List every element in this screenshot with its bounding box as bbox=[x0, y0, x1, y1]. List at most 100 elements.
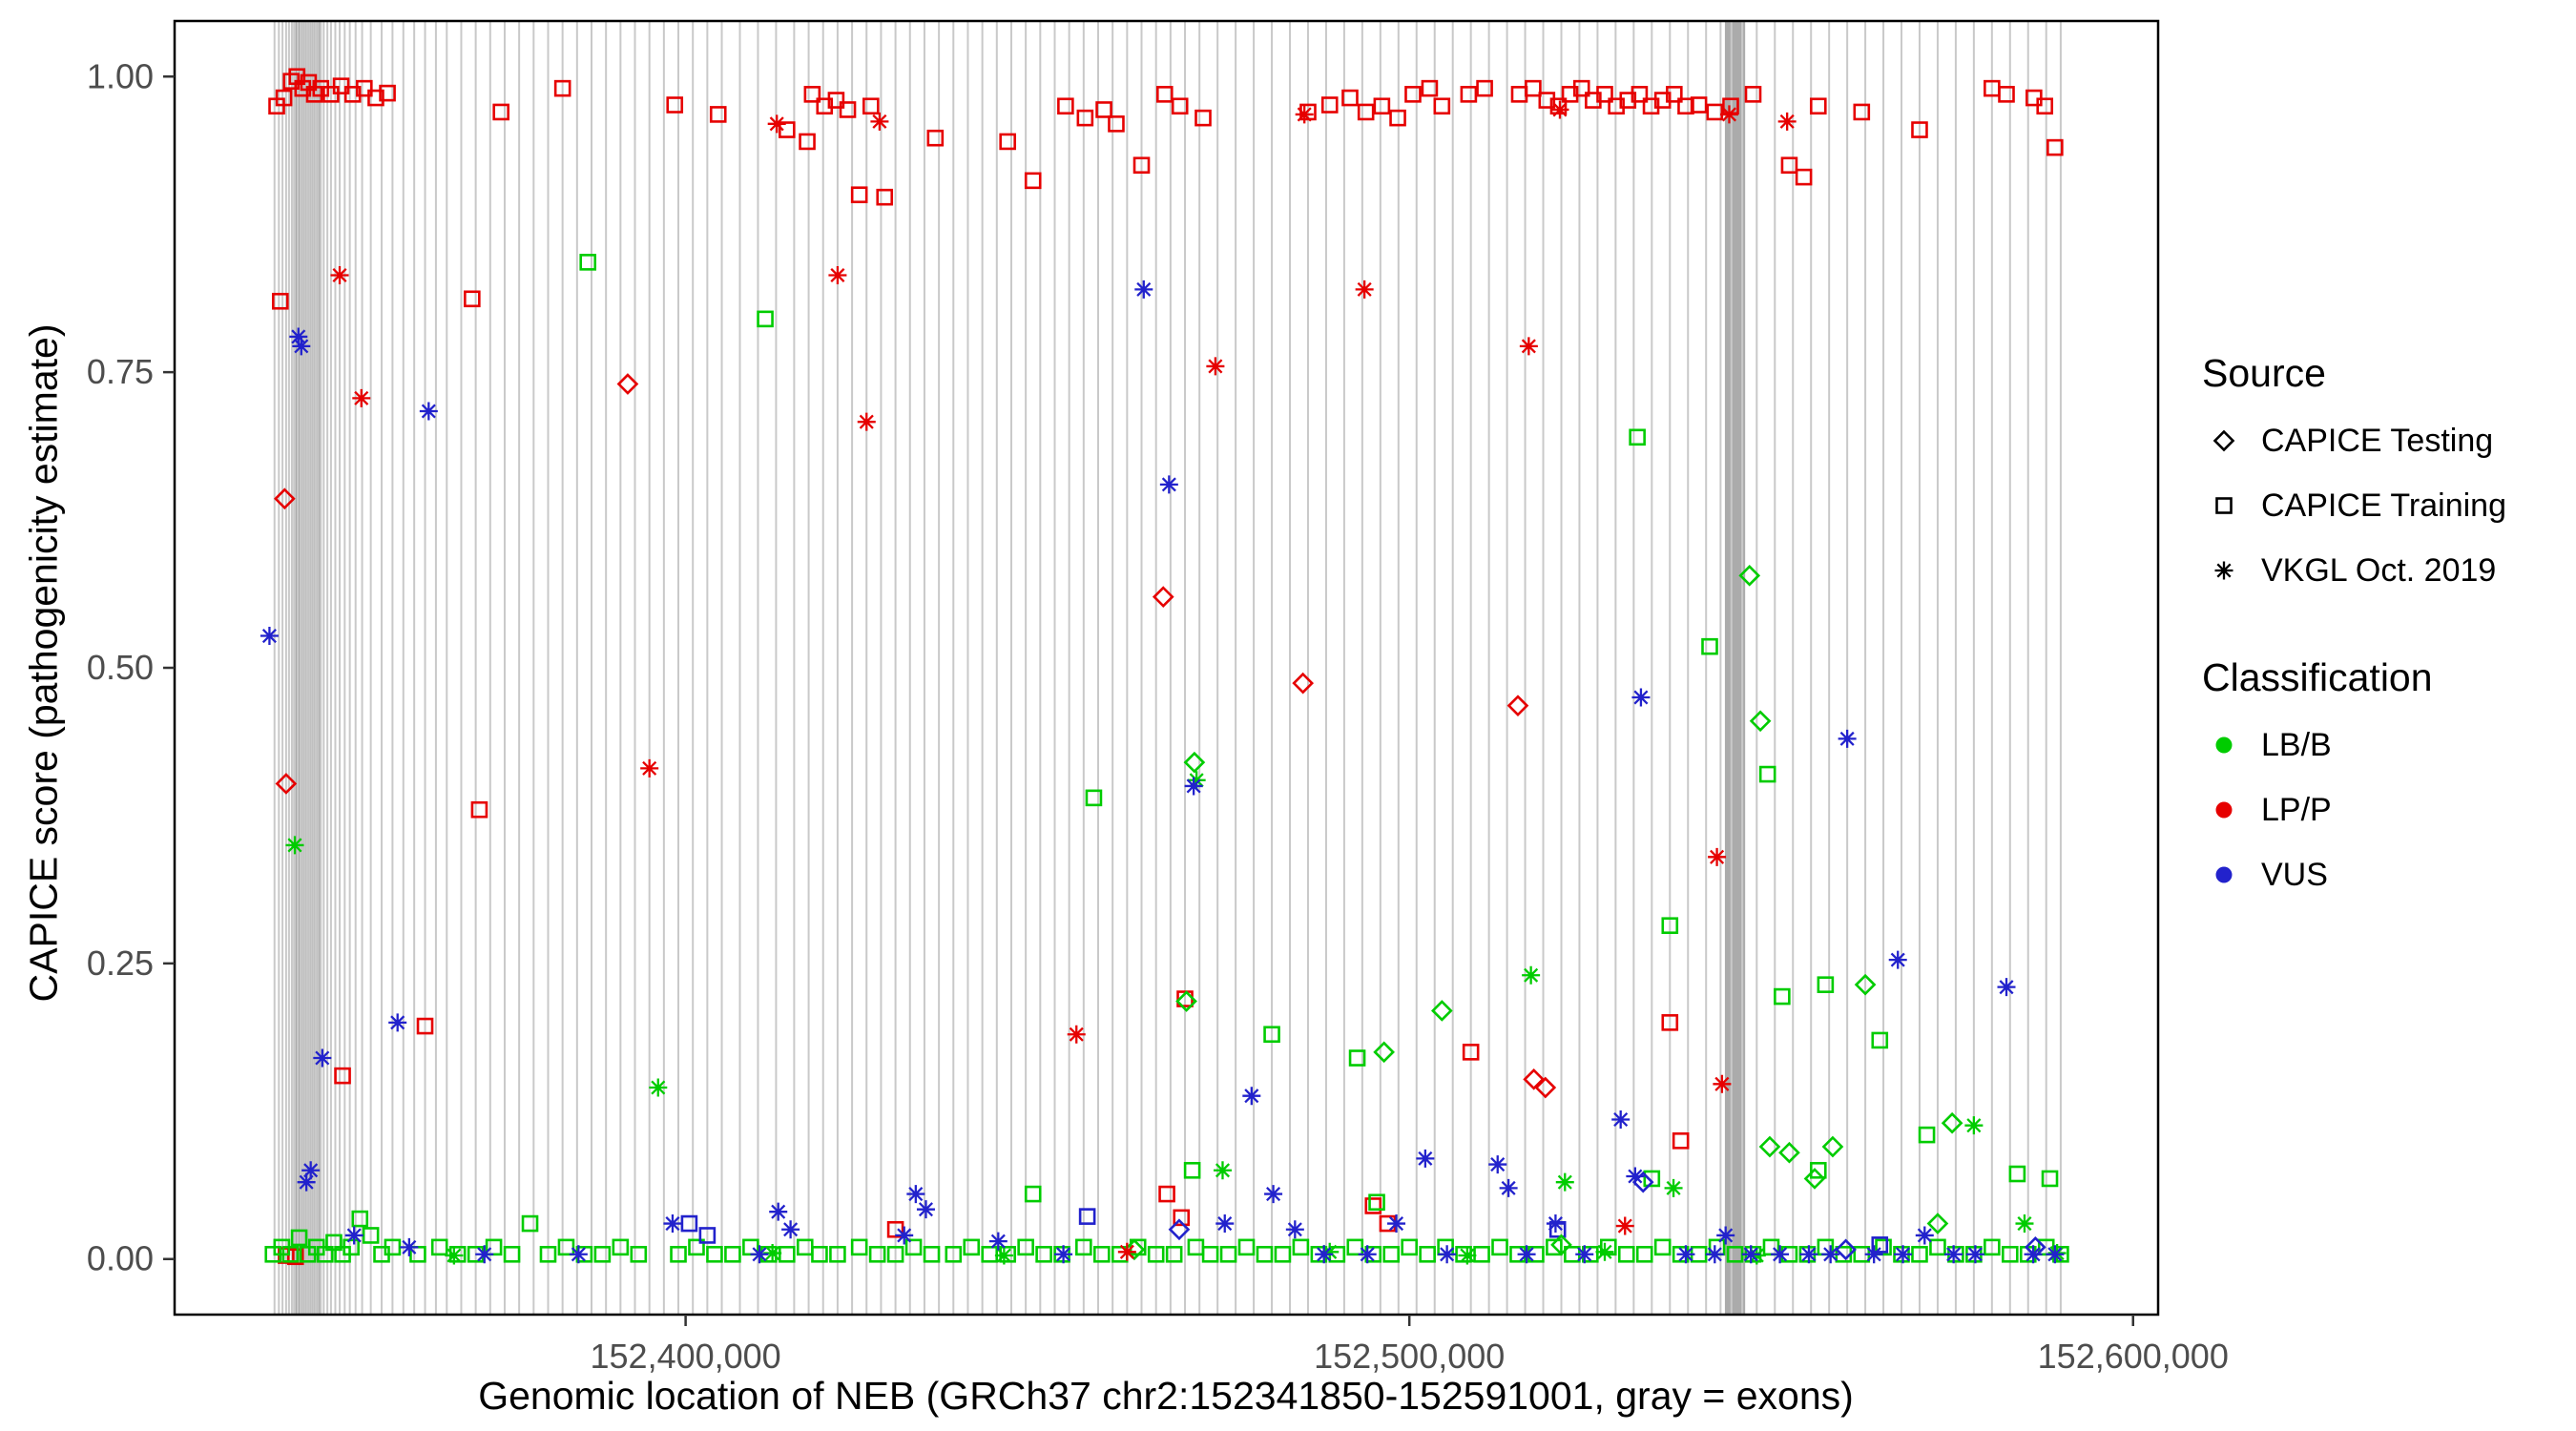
data-point bbox=[1911, 121, 1928, 138]
data-point bbox=[1373, 1041, 1395, 1064]
data-point bbox=[1941, 1111, 1963, 1134]
data-point bbox=[1749, 710, 1772, 733]
data-point bbox=[1433, 97, 1451, 115]
x-tick-label: 152,400,000 bbox=[591, 1337, 781, 1376]
data-point bbox=[670, 1245, 687, 1263]
data-point bbox=[300, 73, 318, 92]
data-point bbox=[1701, 637, 1718, 655]
data-point bbox=[1315, 1245, 1334, 1264]
x-tick-label: 152,600,000 bbox=[2038, 1337, 2229, 1376]
data-point bbox=[1195, 109, 1212, 127]
diamond-icon bbox=[2212, 429, 2235, 452]
data-point bbox=[1183, 1161, 1201, 1179]
data-point bbox=[281, 1245, 300, 1263]
data-point bbox=[1387, 1214, 1406, 1234]
data-point bbox=[709, 106, 727, 123]
data-point bbox=[923, 1245, 941, 1263]
blue-dot-icon bbox=[2215, 866, 2233, 883]
data-point bbox=[1864, 1245, 1883, 1264]
data-point bbox=[2002, 1245, 2019, 1263]
data-point bbox=[1155, 86, 1174, 103]
series-capice-testing-vus bbox=[1168, 1171, 2046, 1261]
data-point bbox=[663, 1214, 682, 1234]
data-point bbox=[1499, 1178, 1518, 1197]
data-point bbox=[1123, 1238, 1146, 1261]
data-point bbox=[1741, 1245, 1760, 1264]
data-point bbox=[2046, 138, 2064, 156]
data-point bbox=[409, 1245, 426, 1263]
data-point bbox=[1608, 97, 1625, 115]
data-point bbox=[640, 758, 659, 778]
data-point bbox=[1147, 1245, 1165, 1263]
series-vkgl-oct-2019-lb-b bbox=[285, 771, 2067, 1265]
data-point bbox=[1611, 1110, 1631, 1129]
data-point bbox=[521, 1214, 539, 1233]
data-point bbox=[612, 1238, 630, 1256]
data-point bbox=[1292, 1238, 1310, 1256]
data-point bbox=[1546, 1214, 1565, 1234]
legend-item-label: VKGL Oct. 2019 bbox=[2261, 551, 2497, 589]
legend-item-label: LP/P bbox=[2261, 791, 2332, 828]
data-point bbox=[294, 79, 312, 97]
data-point bbox=[680, 1214, 698, 1233]
data-point bbox=[1152, 586, 1174, 608]
data-point bbox=[1206, 357, 1225, 376]
data-point bbox=[1382, 1245, 1401, 1263]
data-point bbox=[292, 337, 311, 356]
data-point bbox=[1341, 89, 1359, 107]
data-point bbox=[1348, 1049, 1366, 1067]
data-point bbox=[1631, 688, 1651, 707]
legend-item-vus: VUS bbox=[2202, 847, 2565, 902]
data-point bbox=[1690, 96, 1708, 114]
data-point bbox=[2015, 1214, 2034, 1234]
y-axis-title: CAPICE score (pathogenicity estimate) bbox=[21, 323, 66, 1003]
y-tick-label: 1.00 bbox=[87, 56, 154, 95]
data-point bbox=[1488, 1155, 1507, 1174]
green-dot-icon bbox=[2215, 736, 2233, 754]
data-point bbox=[1158, 1185, 1175, 1203]
data-point bbox=[343, 1238, 360, 1256]
data-point bbox=[569, 1245, 588, 1264]
data-point bbox=[1821, 1135, 1844, 1158]
data-point bbox=[829, 1245, 846, 1263]
data-point bbox=[301, 1161, 321, 1180]
data-point bbox=[289, 327, 308, 346]
asterisk-icon bbox=[2214, 561, 2233, 580]
data-point bbox=[593, 1245, 612, 1263]
data-point bbox=[1358, 1245, 1377, 1264]
data-point bbox=[1777, 112, 1797, 131]
data-point bbox=[876, 188, 894, 206]
data-point bbox=[616, 373, 639, 395]
data-point bbox=[1168, 1218, 1191, 1241]
data-point bbox=[1076, 109, 1094, 127]
data-point bbox=[1438, 1245, 1457, 1264]
legend-item-capice-training: CAPICE Training bbox=[2202, 478, 2565, 533]
data-point bbox=[379, 84, 396, 102]
data-point bbox=[1719, 105, 1738, 124]
data-point bbox=[1550, 1234, 1572, 1256]
data-point bbox=[1184, 777, 1203, 796]
data-point bbox=[1635, 1245, 1653, 1263]
data-point bbox=[1817, 976, 1835, 993]
data-point bbox=[1264, 1185, 1283, 1204]
data-point bbox=[1911, 1245, 1928, 1263]
data-point bbox=[2215, 497, 2233, 514]
data-point bbox=[1626, 1167, 1645, 1186]
data-point bbox=[1926, 1213, 1949, 1234]
data-point bbox=[1629, 428, 1646, 446]
data-point bbox=[2215, 801, 2233, 819]
data-point bbox=[1285, 1220, 1304, 1239]
series-capice-testing-lp-p bbox=[274, 373, 1557, 1099]
y-tick-label: 0.25 bbox=[87, 944, 154, 983]
data-point bbox=[803, 86, 821, 103]
data-point bbox=[464, 290, 481, 308]
data-point bbox=[503, 1245, 521, 1263]
data-point bbox=[1320, 96, 1339, 114]
data-point bbox=[1661, 917, 1679, 935]
legend-source-title: Source bbox=[2202, 351, 2326, 395]
data-point bbox=[850, 186, 868, 204]
data-point bbox=[1705, 1245, 1724, 1264]
data-point bbox=[1708, 847, 1727, 866]
data-point bbox=[275, 773, 298, 795]
